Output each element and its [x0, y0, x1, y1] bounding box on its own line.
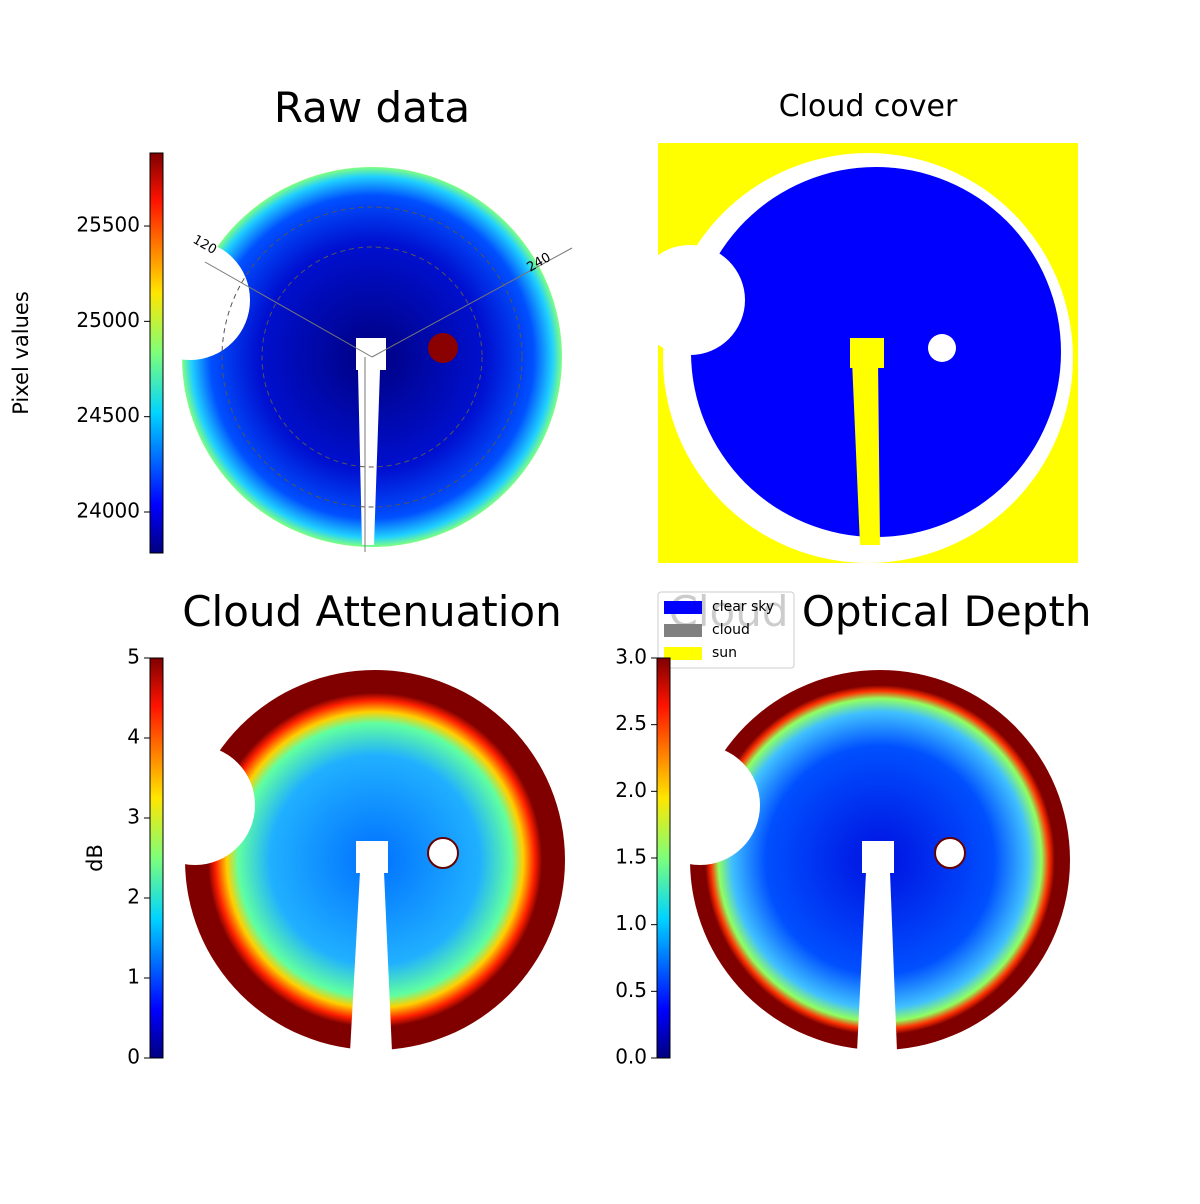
tick-label: 0.5 [615, 978, 647, 1002]
cloud-cover-image [635, 143, 1078, 563]
tick-label: 24500 [76, 403, 140, 427]
tick-label: 3 [127, 805, 140, 829]
colorbar-label: dB [83, 844, 107, 872]
tick-label: 2.0 [615, 778, 647, 802]
tick-label: 25500 [76, 213, 140, 237]
tick-label: 0 [127, 1045, 140, 1069]
tick-label: 3.0 [615, 645, 647, 669]
legend-swatch [664, 601, 702, 614]
tick-label: 1.0 [615, 911, 647, 935]
panel-title: Cloud Attenuation [182, 587, 562, 636]
colorbar-label: Pixel values [9, 291, 33, 415]
tick-label: 25000 [76, 308, 140, 332]
colorbar [149, 657, 164, 1059]
panel-title: Raw data [274, 83, 470, 132]
colorbar [149, 152, 164, 554]
legend-label: clear sky [712, 599, 774, 615]
legend-label: cloud [712, 622, 750, 638]
panel-title: Cloud cover [779, 89, 958, 124]
colorbar [656, 657, 671, 1059]
raw-image [130, 167, 573, 552]
tick-label: 24000 [76, 499, 140, 523]
tick-label: 5 [127, 645, 140, 669]
legend-label: sun [712, 645, 737, 661]
tick-label: 2.5 [615, 711, 647, 735]
legend-swatch [664, 647, 702, 660]
tick-label: 0.0 [615, 1045, 647, 1069]
legend: clear sky cloud sun [657, 591, 795, 669]
attenuation-image [135, 670, 565, 1052]
tick-label: 1.5 [615, 845, 647, 869]
legend-swatch [664, 624, 702, 637]
tick-label: 1 [127, 965, 140, 989]
tick-label: 4 [127, 725, 140, 749]
tick-label: 2 [127, 885, 140, 909]
optical-depth-image [640, 670, 1070, 1052]
